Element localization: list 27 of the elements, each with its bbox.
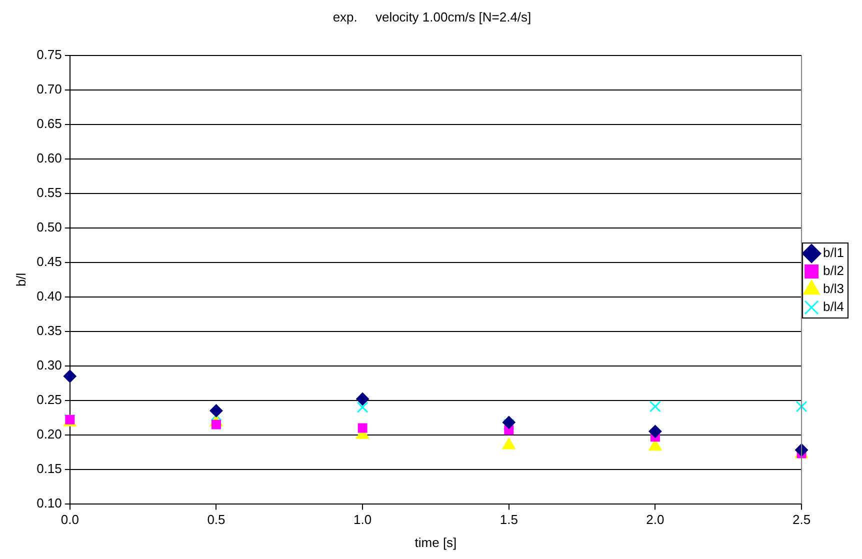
- legend-label: b/l3: [823, 281, 844, 296]
- y-axis-title: b/l: [13, 272, 28, 287]
- x-tick-label: 1.0: [354, 512, 372, 528]
- y-tick-label: 0.10: [36, 495, 62, 510]
- x-tick-label: 0.5: [207, 512, 226, 528]
- x-tick-label: 2.0: [646, 512, 664, 528]
- legend-label: b/l1: [823, 245, 844, 260]
- y-tick-label: 0.40: [36, 288, 62, 304]
- chart-title: exp. velocity 1.00cm/s [N=2.4/s]: [332, 9, 532, 24]
- y-tick-label: 0.15: [36, 460, 62, 476]
- y-tick-label: 0.30: [36, 357, 62, 372]
- y-tick-label: 0.35: [36, 322, 62, 338]
- legend-label: b/l4: [823, 299, 844, 314]
- y-tick-label: 0.50: [36, 220, 62, 235]
- y-tick-label: 0.55: [36, 185, 62, 200]
- legend-label: b/l2: [823, 263, 844, 278]
- y-tick-label: 0.60: [36, 150, 62, 166]
- y-tick-label: 0.70: [36, 82, 62, 97]
- x-axis-title: time [s]: [414, 534, 457, 550]
- x-tick-label: 1.5: [500, 512, 518, 528]
- x-tick-label: 2.5: [792, 512, 811, 528]
- y-tick-label: 0.65: [36, 116, 62, 132]
- y-tick-label: 0.45: [36, 254, 62, 270]
- y-tick-label: 0.20: [36, 426, 62, 442]
- x-tick-label: 0.0: [60, 512, 79, 528]
- y-tick-label: 0.25: [36, 392, 62, 407]
- y-tick-label: 0.75: [36, 47, 62, 62]
